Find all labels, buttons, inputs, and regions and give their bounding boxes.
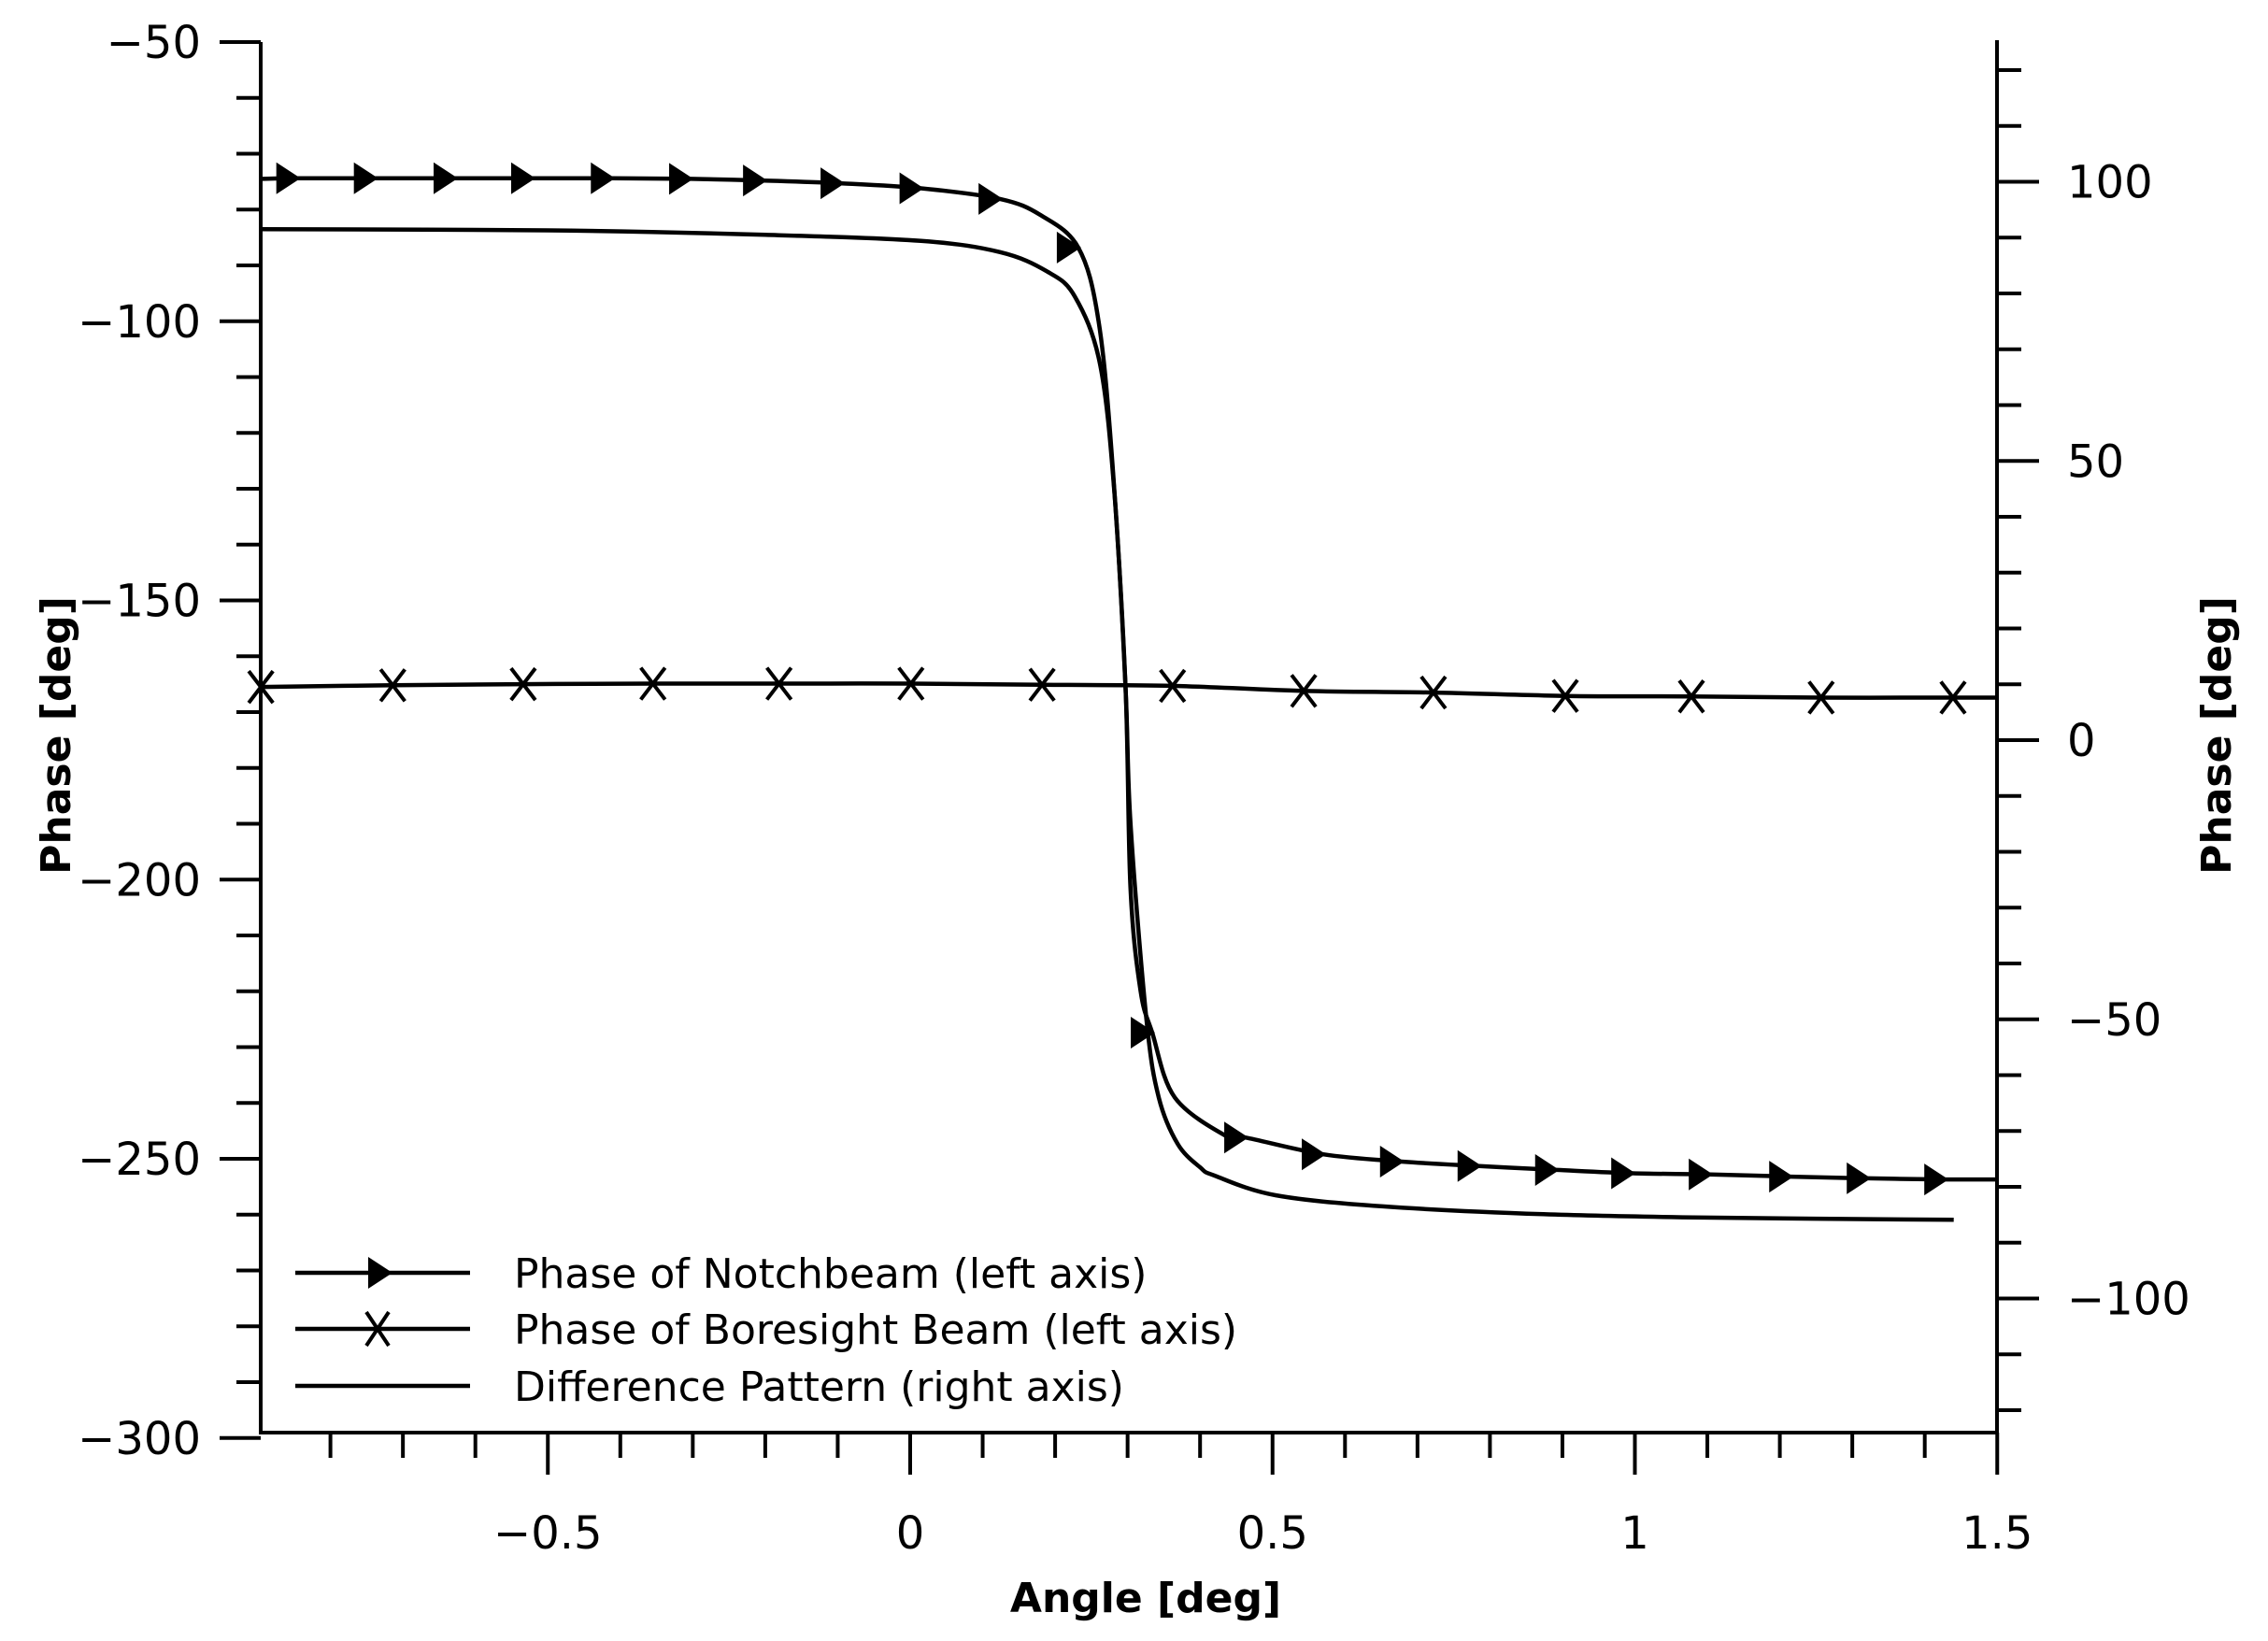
x-marker-icon — [378, 668, 407, 703]
x-tick-label: 1 — [1620, 1507, 1649, 1560]
x-axis-title: Angle [deg] — [1010, 1575, 1281, 1622]
triangle-right-marker-icon — [1302, 1138, 1327, 1171]
x-marker-icon — [364, 1310, 391, 1348]
right-y-tick-label: 50 — [2067, 435, 2124, 488]
left-y-tick-label: −200 — [78, 854, 201, 906]
triangle-right-marker-icon — [1534, 1153, 1560, 1186]
legend-label-boresight: Phase of Boresight Beam (left axis) — [514, 1306, 1237, 1354]
legend: Phase of Notchbeam (left axis) Phase of … — [295, 1250, 1237, 1411]
triangle-right-marker-icon — [1131, 1016, 1156, 1049]
triangle-right-marker-icon — [1769, 1161, 1794, 1193]
right-y-tick-label: −100 — [2067, 1274, 2190, 1326]
right-y-axis-ticks: 100 50 0 −50 −100 — [1997, 68, 2190, 1412]
left-y-axis-ticks: −50 −100 −150 −200 −250 −300 — [78, 17, 261, 1465]
triangle-right-marker-icon — [433, 162, 458, 194]
axes: −0.5 0 0.5 1 1.5 −50 −100 −150 −200 −250 −300 100… — [78, 17, 2190, 1560]
series-line — [261, 227, 1954, 1222]
x-marker-icon — [1939, 680, 1967, 715]
triangle-right-marker-icon — [1224, 1121, 1249, 1154]
right-y-axis-title: Phase [deg] — [2193, 596, 2241, 875]
triangle-right-marker-icon — [591, 162, 616, 194]
left-y-tick-label: −250 — [78, 1134, 201, 1186]
plot-series — [247, 162, 1998, 1222]
legend-item-difference: Difference Pattern (right axis) — [295, 1363, 1124, 1411]
triangle-right-marker-icon — [899, 172, 924, 205]
x-marker-icon — [765, 666, 793, 701]
x-marker-icon — [1551, 678, 1579, 713]
left-y-tick-label: −150 — [78, 576, 201, 628]
triangle-right-marker-icon — [1379, 1145, 1405, 1177]
right-y-tick-label: 0 — [2067, 715, 2096, 767]
triangle-right-marker-icon — [1689, 1158, 1714, 1191]
x-marker-icon — [509, 666, 537, 702]
series-line — [261, 681, 1998, 700]
triangle-right-marker-icon — [743, 164, 768, 197]
x-marker-icon — [1028, 667, 1056, 702]
x-tick-label: 0 — [896, 1507, 925, 1560]
triangle-right-marker-icon — [276, 162, 301, 194]
x-marker-icon — [897, 666, 925, 701]
triangle-right-marker-icon — [1847, 1162, 1872, 1194]
x-tick-label: −0.5 — [493, 1507, 603, 1560]
right-y-tick-label: 100 — [2067, 157, 2153, 209]
legend-item-notchbeam: Phase of Notchbeam (left axis) — [295, 1250, 1147, 1298]
triangle-right-marker-icon — [1457, 1149, 1482, 1182]
x-tick-label: 0.5 — [1237, 1507, 1308, 1560]
x-marker-icon — [1419, 675, 1448, 710]
x-marker-icon — [1677, 679, 1705, 714]
x-marker-icon — [1159, 668, 1187, 704]
left-y-tick-label: −50 — [107, 17, 201, 69]
triangle-right-marker-icon — [820, 167, 846, 200]
x-marker-icon — [1290, 674, 1318, 708]
legend-item-boresight: Phase of Boresight Beam (left axis) — [295, 1306, 1237, 1354]
triangle-right-marker-icon — [978, 182, 1004, 215]
legend-label-notchbeam: Phase of Notchbeam (left axis) — [514, 1250, 1147, 1298]
triangle-right-marker-icon — [1924, 1163, 1949, 1196]
x-marker-icon — [1807, 680, 1835, 715]
left-y-tick-label: −100 — [78, 296, 201, 349]
legend-label-difference: Difference Pattern (right axis) — [514, 1363, 1124, 1411]
right-y-tick-label: −50 — [2067, 994, 2161, 1047]
x-marker-icon — [639, 666, 667, 701]
triangle-right-marker-icon — [510, 162, 535, 194]
triangle-right-marker-icon — [353, 162, 378, 194]
left-y-axis-title: Phase [deg] — [33, 596, 80, 875]
triangle-right-marker-icon — [669, 163, 694, 195]
x-axis-ticks: −0.5 0 0.5 1 1.5 — [328, 1433, 2033, 1560]
left-y-tick-label: −300 — [78, 1413, 201, 1465]
triangle-right-marker-icon — [1611, 1157, 1636, 1190]
x-tick-label: 1.5 — [1961, 1507, 2033, 1560]
triangle-right-marker-icon — [1056, 231, 1081, 264]
series-difference — [261, 227, 1954, 1222]
triangle-right-marker-icon — [368, 1257, 392, 1289]
